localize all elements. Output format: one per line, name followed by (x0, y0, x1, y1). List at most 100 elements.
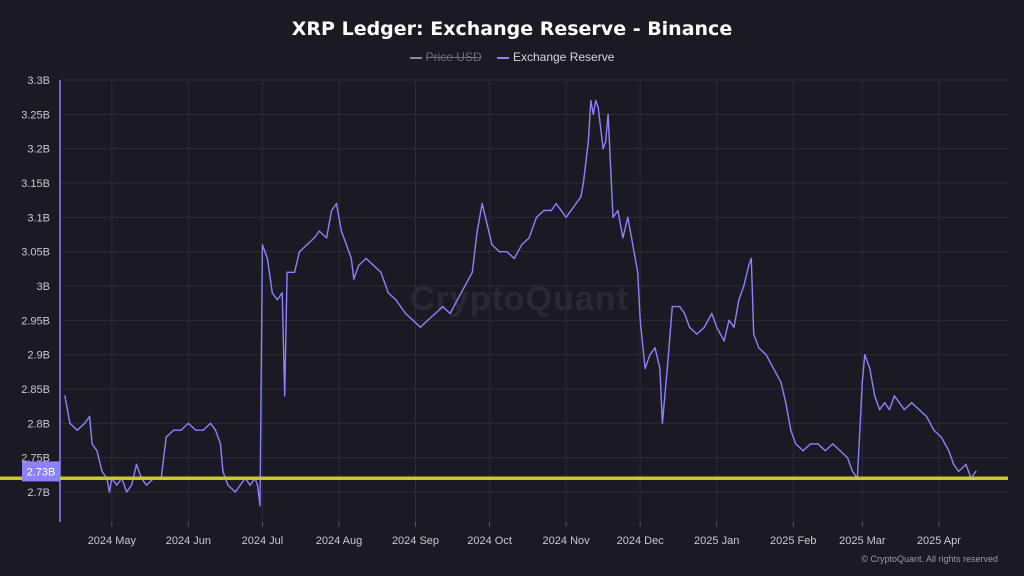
y-tick-label-1: 3.25B (21, 109, 50, 121)
legend-item-reserve[interactable]: Exchange Reserve (496, 50, 614, 64)
x-tick-label-7: 2024 Dec (617, 535, 665, 547)
data-point-0-31 (234, 491, 236, 493)
data-point-0-148 (869, 367, 871, 370)
data-point-0-141 (832, 443, 834, 445)
data-point-0-86 (555, 202, 557, 205)
data-point-0-62 (395, 299, 397, 301)
data-point-0-105 (632, 244, 634, 246)
data-point-0-126 (743, 285, 745, 287)
data-point-0-4 (88, 415, 91, 418)
y-tick-label-9: 2.85B (21, 384, 50, 396)
data-point-0-23 (187, 422, 190, 424)
data-point-0-58 (365, 257, 367, 260)
data-point-0-107 (639, 319, 641, 321)
x-tick-label-10: 2025 Mar (839, 535, 886, 547)
y-tick-label-0: 3.3B (27, 75, 50, 87)
data-point-0-43 (284, 395, 286, 397)
x-tick-label-1: 2024 Jun (166, 535, 211, 547)
x-tick-label-0: 2024 May (88, 535, 137, 547)
data-point-0-3 (84, 422, 86, 424)
data-point-0-72 (464, 285, 466, 287)
y-tick-label-4: 3.1B (27, 212, 50, 224)
data-point-0-81 (521, 244, 523, 246)
data-point-0-135 (790, 429, 792, 431)
data-point-0-59 (372, 264, 375, 267)
data-point-0-7 (101, 470, 103, 473)
data-point-0-78 (498, 251, 501, 253)
data-point-0-61 (387, 292, 389, 294)
data-point-0-22 (180, 429, 182, 431)
data-point-0-74 (476, 230, 478, 232)
data-point-0-89 (570, 209, 572, 212)
data-point-0-42 (281, 292, 283, 294)
data-point-0-123 (728, 319, 730, 321)
data-point-0-127 (748, 264, 750, 267)
data-point-0-99 (604, 141, 607, 143)
data-point-0-56 (353, 278, 355, 280)
data-point-0-124 (733, 326, 735, 328)
legend-swatch-price (409, 56, 422, 59)
data-point-0-54 (345, 244, 348, 246)
data-point-0-67 (427, 319, 429, 321)
data-point-0-138 (809, 443, 812, 445)
data-point-0-116 (683, 312, 686, 315)
data-point-0-134 (785, 402, 787, 404)
data-point-0-137 (802, 450, 804, 452)
y-tick-label-7: 2.95B (21, 315, 50, 327)
data-point-0-142 (839, 450, 841, 452)
data-point-0-17 (145, 484, 148, 486)
data-point-0-82 (528, 237, 530, 239)
data-point-0-85 (550, 209, 552, 212)
x-tick-label-5: 2024 Oct (467, 535, 512, 547)
data-point-0-119 (703, 326, 705, 328)
data-point-0-29 (222, 470, 224, 473)
y-tick-label-6: 3B (37, 281, 50, 293)
data-point-0-93 (587, 141, 589, 143)
data-point-0-122 (723, 340, 725, 342)
data-point-0-44 (286, 271, 288, 273)
data-point-0-77 (491, 244, 493, 246)
data-point-0-84 (543, 209, 545, 212)
data-point-0-96 (595, 99, 597, 102)
data-point-0-144 (851, 470, 854, 473)
data-point-0-60 (380, 271, 382, 273)
data-point-0-20 (165, 436, 167, 438)
legend-item-price[interactable]: Price USD (409, 50, 482, 64)
data-point-0-28 (219, 443, 222, 445)
data-point-0-147 (864, 354, 866, 356)
x-tick-label-3: 2024 Aug (316, 535, 363, 547)
data-point-0-6 (96, 450, 98, 452)
data-point-0-65 (412, 319, 414, 321)
data-point-0-52 (335, 202, 338, 205)
data-point-0-160 (940, 436, 942, 438)
data-point-0-13 (126, 491, 128, 493)
data-point-0-38 (261, 244, 264, 246)
data-point-0-64 (404, 312, 407, 315)
data-point-0-158 (925, 415, 928, 418)
legend-label-price: Price USD (425, 50, 482, 64)
data-point-0-21 (172, 429, 175, 431)
data-point-0-90 (575, 202, 577, 205)
data-point-0-87 (560, 209, 562, 212)
data-point-0-97 (597, 106, 599, 109)
data-point-0-26 (209, 422, 212, 424)
data-point-0-102 (617, 209, 619, 212)
data-point-0-49 (318, 230, 320, 232)
y-tick-label-2: 3.2B (27, 144, 50, 156)
data-point-0-45 (293, 271, 296, 273)
current-value-label: 2.73B (27, 466, 56, 478)
data-point-0-132 (772, 367, 775, 370)
data-point-0-75 (481, 202, 483, 205)
data-point-0-39 (266, 257, 269, 260)
data-point-0-109 (649, 354, 651, 356)
data-point-0-118 (696, 333, 698, 335)
data-point-0-70 (449, 312, 451, 315)
data-point-0-94 (590, 99, 592, 102)
data-point-0-27 (214, 429, 217, 431)
x-tick-label-11: 2025 Apr (917, 535, 961, 547)
data-point-0-1 (69, 422, 71, 424)
legend-swatch-reserve (496, 56, 509, 59)
data-point-0-133 (780, 381, 782, 383)
data-point-0-0 (64, 395, 66, 397)
data-point-0-69 (442, 305, 444, 308)
